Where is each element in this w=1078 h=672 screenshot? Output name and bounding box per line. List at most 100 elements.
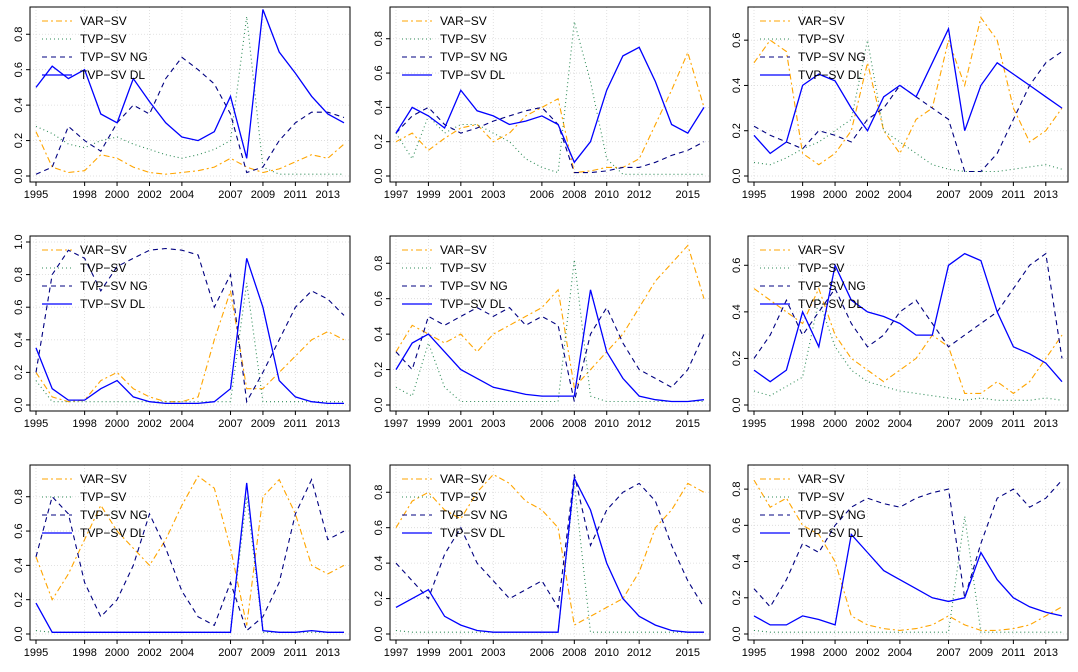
legend-label: TVP−SV NG: [798, 50, 866, 64]
x-tick-label: 1995: [742, 418, 766, 430]
x-tick-label: 1995: [24, 647, 48, 659]
x-tick-label: 2013: [1034, 647, 1058, 659]
x-tick-label: 2009: [251, 647, 275, 659]
plot-frame: [29, 464, 351, 641]
plot-frame: [389, 235, 711, 412]
legend-label: VAR−SV: [798, 243, 845, 257]
y-tick-label: 0.6: [373, 65, 385, 80]
series-line-1: [753, 16, 1063, 166]
chart-panel-4: 0.0 0.2 0.4 0.6 0.8 1.0 1995 1998 2000 2002 2004 20…: [13, 234, 351, 430]
series-line-3: [35, 56, 345, 175]
x-tick-label: 2000: [105, 189, 129, 201]
legend-label: TVP−SV DL: [798, 526, 863, 540]
x-tick-label: 1995: [24, 418, 48, 430]
legend-label: VAR−SV: [798, 14, 845, 28]
x-tick-label: 2007: [936, 189, 960, 201]
x-tick-label: 2000: [823, 647, 847, 659]
legend-label: TVP−SV: [440, 32, 486, 46]
y-tick-label: 0.2: [13, 592, 25, 607]
plot-frame: [389, 6, 711, 183]
x-tick-label: 1999: [416, 418, 440, 430]
legend-label: TVP−SV: [440, 490, 486, 504]
legend: VAR−SV TVP−SV TVP−SV NG TVP−SV DL: [402, 472, 508, 540]
series-line-3: [753, 51, 1063, 173]
x-tick-label: 2007: [218, 418, 242, 430]
y-tick-label: 0.8: [373, 485, 385, 500]
x-tick-label: 2009: [251, 418, 275, 430]
y-tick-label: 0.0: [731, 397, 743, 412]
y-tick-label: 0.0: [373, 397, 385, 412]
series-line-1: [35, 131, 345, 175]
x-tick-label: 2001: [449, 418, 473, 430]
x-tick-label: 2011: [284, 418, 308, 430]
y-tick-label: 0.4: [13, 332, 25, 347]
series-line-2: [395, 483, 704, 633]
series-line-3: [753, 479, 1063, 608]
x-tick-label: 2009: [969, 189, 993, 201]
x-tick-label: 2004: [170, 418, 194, 430]
y-tick-label: 0.6: [731, 518, 743, 533]
x-tick-label: 1997: [384, 647, 408, 659]
y-tick-label: 0.8: [373, 31, 385, 46]
x-tick-label: 2012: [627, 418, 651, 430]
y-tick-label: 0.0: [373, 168, 385, 183]
chart-panel-7: 0.0 0.2 0.4 0.6 0.8 1995 1998 2000 2002 2004 2007 2…: [13, 464, 351, 659]
x-tick-label: 2009: [969, 418, 993, 430]
x-tick-label: 1998: [72, 418, 96, 430]
x-tick-label: 1997: [384, 418, 408, 430]
x-tick-label: 2015: [676, 647, 700, 659]
plot-frame: [29, 235, 351, 412]
y-tick-label: 0.0: [13, 626, 25, 641]
chart-panel-6: 0.0 0.2 0.4 0.6 1995 1998 2000 2002 2004 2007 2009…: [731, 235, 1069, 430]
y-tick-label: 0.6: [13, 300, 25, 315]
series-line-2: [35, 16, 344, 175]
x-tick-label: 2015: [676, 189, 700, 201]
series-line-4: [395, 289, 705, 403]
x-tick-label: 2010: [594, 418, 618, 430]
series-line-1: [753, 479, 1063, 631]
x-tick-label: 2013: [316, 647, 340, 659]
x-tick-label: 2002: [855, 189, 879, 201]
legend-label: TVP−SV: [80, 490, 126, 504]
x-tick-label: 1998: [790, 189, 814, 201]
y-tick-label: 0.2: [731, 590, 743, 605]
legend-label: TVP−SV NG: [798, 279, 866, 293]
chart-panel-1: 0.0 0.2 0.4 0.6 0.8 1995 1998 2000 2002 2004 2007 2…: [13, 6, 351, 201]
legend-label: TVP−SV DL: [440, 297, 505, 311]
legend: VAR−SV TVP−SV TVP−SV NG TVP−SV DL: [42, 243, 148, 311]
x-tick-label: 2004: [888, 647, 912, 659]
y-tick-label: 0.6: [373, 520, 385, 535]
y-tick-label: 0.2: [373, 362, 385, 377]
x-tick-label: 2000: [823, 418, 847, 430]
x-tick-label: 2007: [218, 189, 242, 201]
y-tick-label: 0.4: [731, 78, 743, 93]
x-tick-label: 2013: [1034, 189, 1058, 201]
legend-label: TVP−SV NG: [80, 279, 148, 293]
legend: VAR−SV TVP−SV TVP−SV NG TVP−SV DL: [42, 14, 148, 82]
legend-label: TVP−SV NG: [440, 50, 508, 64]
series-line-1: [395, 244, 705, 389]
x-tick-label: 2011: [1002, 647, 1026, 659]
y-tick-label: 0.4: [13, 97, 25, 112]
x-tick-label: 2011: [1002, 189, 1026, 201]
x-tick-label: 2015: [676, 418, 700, 430]
x-tick-label: 1997: [384, 189, 408, 201]
legend-label: TVP−SV NG: [798, 508, 866, 522]
legend-label: TVP−SV DL: [440, 526, 505, 540]
plot-frame: [389, 464, 711, 641]
y-tick-label: 0.6: [13, 523, 25, 538]
plot-frame: [747, 235, 1069, 412]
x-tick-label: 1995: [24, 189, 48, 201]
y-tick-label: 0.2: [373, 591, 385, 606]
x-tick-label: 2013: [1034, 418, 1058, 430]
plot-frame: [747, 6, 1069, 183]
x-tick-label: 2002: [137, 418, 161, 430]
x-tick-label: 2009: [251, 189, 275, 201]
legend-label: VAR−SV: [440, 472, 487, 486]
x-tick-label: 2008: [562, 647, 586, 659]
legend-label: TVP−SV DL: [798, 297, 863, 311]
x-tick-label: 2004: [170, 189, 194, 201]
x-tick-label: 2008: [562, 418, 586, 430]
x-tick-label: 2002: [137, 647, 161, 659]
series-line-4: [35, 258, 344, 405]
